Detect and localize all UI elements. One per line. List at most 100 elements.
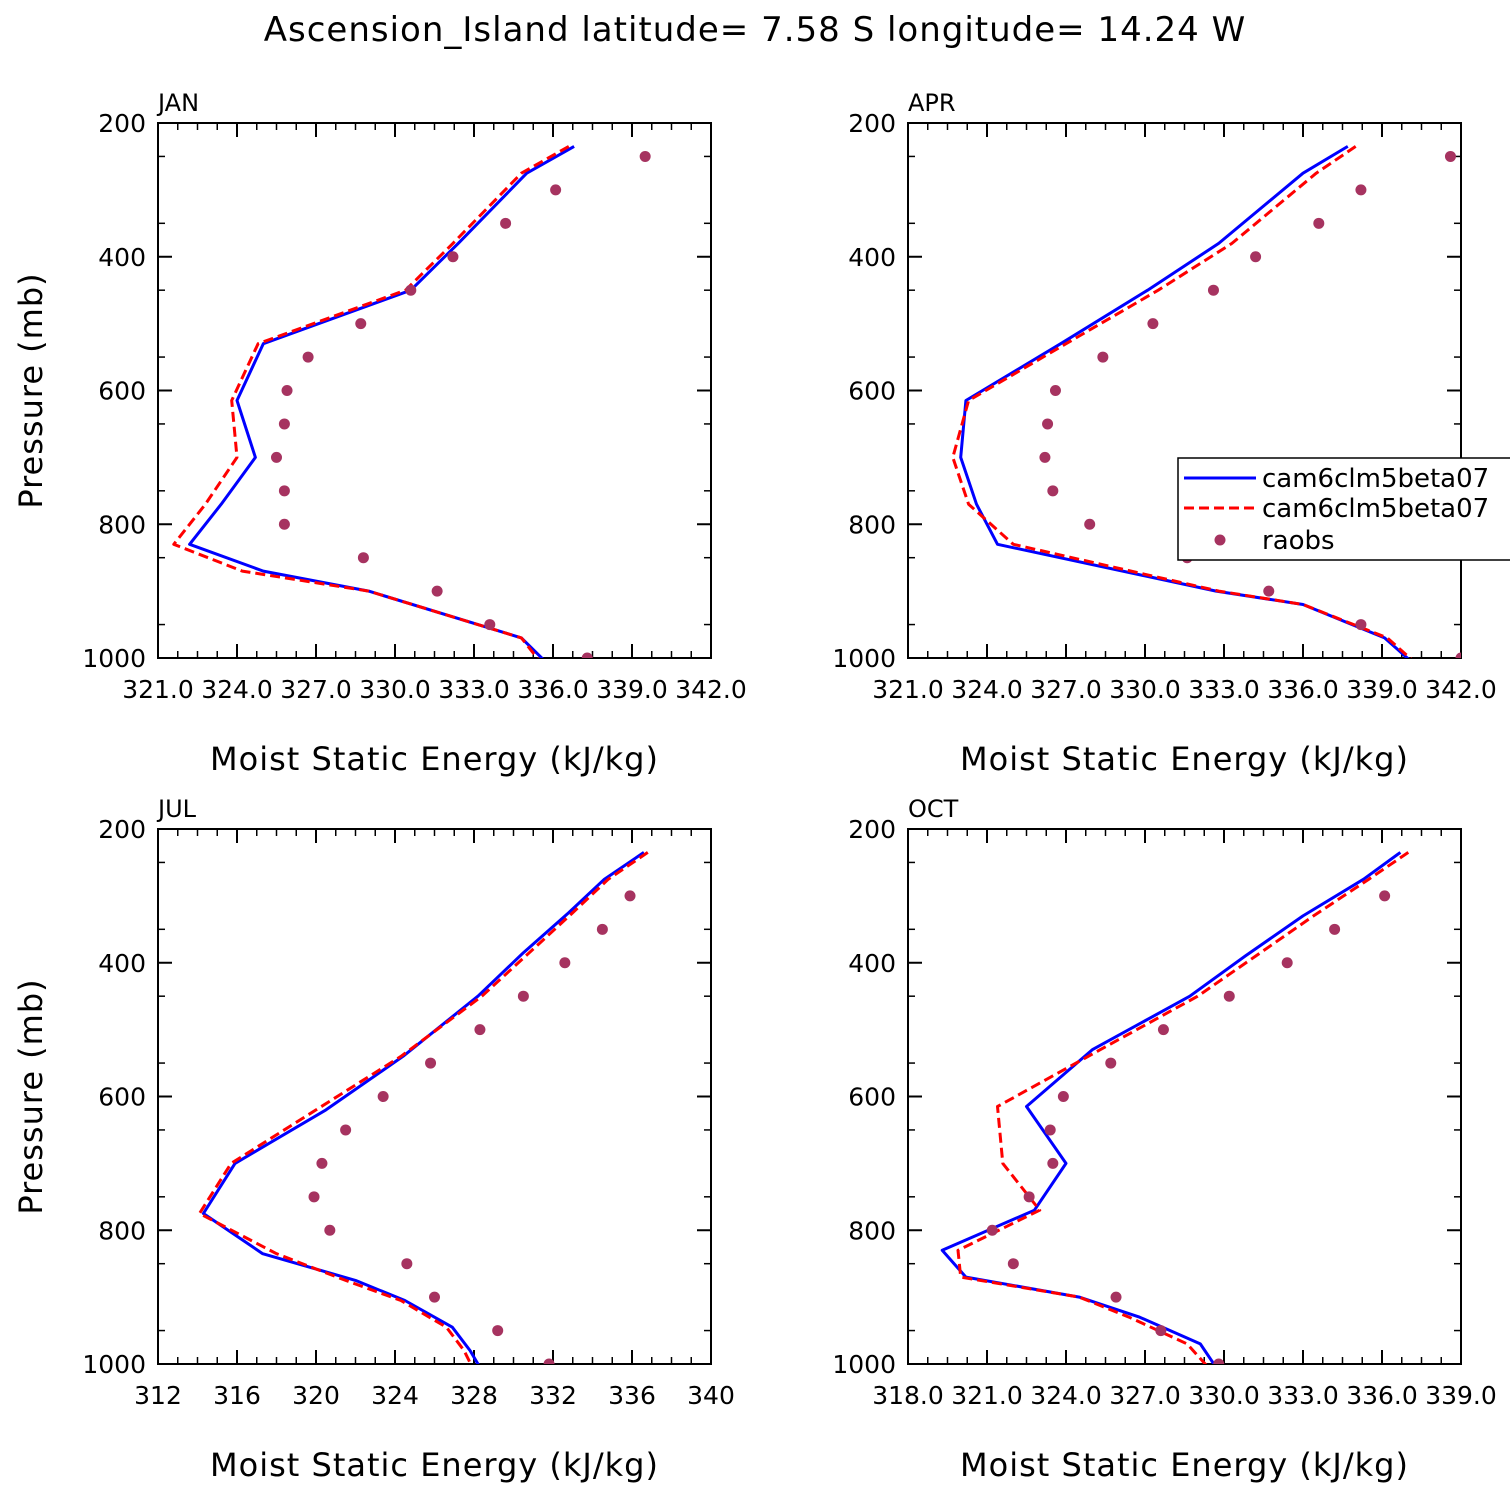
raobs-point <box>316 1157 328 1169</box>
panel-label: JUL <box>156 795 197 823</box>
data-layer <box>198 851 649 1364</box>
x-tick-label: 330.0 <box>1188 1381 1260 1410</box>
x-tick-label: 324 <box>371 1381 419 1410</box>
raobs-point <box>1157 1024 1169 1036</box>
raobs-point <box>1155 1325 1167 1337</box>
x-tick-label: 318.0 <box>872 1381 944 1410</box>
raobs-point <box>1042 418 1054 430</box>
raobs-point <box>492 1325 504 1337</box>
x-axis-label: Moist Static Energy (kJ/kg) <box>960 740 1409 778</box>
y-tick-label: 200 <box>848 109 896 138</box>
raobs-point <box>1039 451 1051 463</box>
raobs-point <box>1147 318 1159 330</box>
raobs-point <box>1455 652 1461 658</box>
x-tick-label: 324.0 <box>201 675 273 704</box>
series-line-solid <box>201 851 645 1364</box>
raobs-point <box>1313 217 1325 229</box>
x-tick-label: 332 <box>529 1381 577 1410</box>
series-line-solid <box>188 145 575 658</box>
raobs-point <box>308 1191 320 1203</box>
raobs-point <box>986 1224 998 1236</box>
raobs-point <box>302 351 314 363</box>
y-tick-label: 400 <box>98 949 146 978</box>
raobs-point <box>639 150 651 162</box>
x-tick-label: 340 <box>687 1381 735 1410</box>
raobs-point <box>517 990 529 1002</box>
y-tick-label: 1000 <box>82 1350 146 1379</box>
x-tick-label: 336.0 <box>1267 675 1339 704</box>
x-tick-label: 342.0 <box>675 675 747 704</box>
series-line-dashed <box>198 851 649 1364</box>
raobs-point <box>559 957 571 969</box>
data-layer <box>172 145 651 658</box>
x-tick-label: 316 <box>213 1381 261 1410</box>
y-tick-label: 1000 <box>832 1350 896 1379</box>
legend-label: cam6clm5beta07 <box>1262 464 1489 494</box>
raobs-point <box>405 284 417 296</box>
figure-title: Ascension_Island latitude= 7.58 S longit… <box>263 10 1247 50</box>
x-tick-label: 321.0 <box>951 1381 1023 1410</box>
raobs-point <box>340 1124 352 1136</box>
raobs-point <box>1329 923 1341 935</box>
series-line-solid <box>959 145 1410 658</box>
y-axis-label: Pressure (mb) <box>12 978 50 1214</box>
y-tick-label: 400 <box>848 949 896 978</box>
series-line-dashed <box>172 145 570 658</box>
legend-label: raobs <box>1262 526 1335 556</box>
raobs-point <box>624 890 636 902</box>
x-tick-label: 333.0 <box>1188 675 1260 704</box>
x-tick-label: 339.0 <box>1425 1381 1497 1410</box>
raobs-point <box>1105 1057 1117 1069</box>
y-tick-label: 600 <box>848 1083 896 1112</box>
x-tick-label: 336.0 <box>517 675 589 704</box>
raobs-point <box>278 518 290 530</box>
raobs-point <box>431 585 443 597</box>
chart-panel-apr: APR 321.0 324.0 327.0 330.0 333.0 336.0 339.0 34… <box>832 89 1496 778</box>
x-tick-label: 321.0 <box>122 675 194 704</box>
series-line-dashed <box>951 145 1413 658</box>
raobs-point <box>1047 485 1059 497</box>
y-tick-label: 800 <box>848 1216 896 1245</box>
raobs-point <box>1213 1358 1225 1364</box>
panel-label: APR <box>908 89 956 117</box>
y-tick-label: 800 <box>98 510 146 539</box>
raobs-point <box>278 418 290 430</box>
plot-frame <box>157 828 712 1365</box>
x-axis-label: Moist Static Energy (kJ/kg) <box>210 1446 659 1484</box>
panel-label: JAN <box>156 89 199 117</box>
x-tick-label: 327.0 <box>1109 1381 1181 1410</box>
raobs-point <box>401 1258 413 1270</box>
chart-panel-jan: JAN 321.0 324.0 327.0 330.0 333.0 336.0 339.0 34… <box>12 89 747 778</box>
raobs-point <box>429 1291 440 1303</box>
y-tick-label: 800 <box>98 1216 146 1245</box>
x-tick-label: 333.0 <box>438 675 510 704</box>
series-line-dashed <box>956 851 1410 1364</box>
raobs-point <box>1057 1091 1069 1102</box>
raobs-point <box>1110 1291 1122 1303</box>
x-axis-label: Moist Static Energy (kJ/kg) <box>960 1446 1409 1484</box>
raobs-point <box>1281 957 1293 969</box>
raobs-point <box>1007 1258 1019 1270</box>
raobs-point <box>1223 990 1235 1002</box>
raobs-point <box>1044 1124 1056 1136</box>
raobs-point <box>1084 518 1096 530</box>
raobs-point <box>596 923 608 935</box>
raobs-point <box>278 485 290 497</box>
y-tick-label: 1000 <box>832 644 896 673</box>
raobs-point <box>271 451 282 463</box>
x-axis-label: Moist Static Energy (kJ/kg) <box>210 740 659 778</box>
panel-label: OCT <box>908 795 959 823</box>
y-tick-label: 1000 <box>82 644 146 673</box>
raobs-point <box>1207 284 1219 296</box>
x-tick-label: 312 <box>134 1381 182 1410</box>
data-layer <box>951 145 1461 658</box>
x-tick-label: 333.0 <box>1267 1381 1339 1410</box>
y-tick-label: 400 <box>98 243 146 272</box>
x-tick-label: 336 <box>608 1381 656 1410</box>
raobs-point <box>500 217 512 229</box>
x-tick-label: 327.0 <box>1030 675 1102 704</box>
x-tick-label: 324.0 <box>1030 1381 1102 1410</box>
raobs-point <box>1049 385 1061 396</box>
raobs-point <box>324 1224 336 1236</box>
